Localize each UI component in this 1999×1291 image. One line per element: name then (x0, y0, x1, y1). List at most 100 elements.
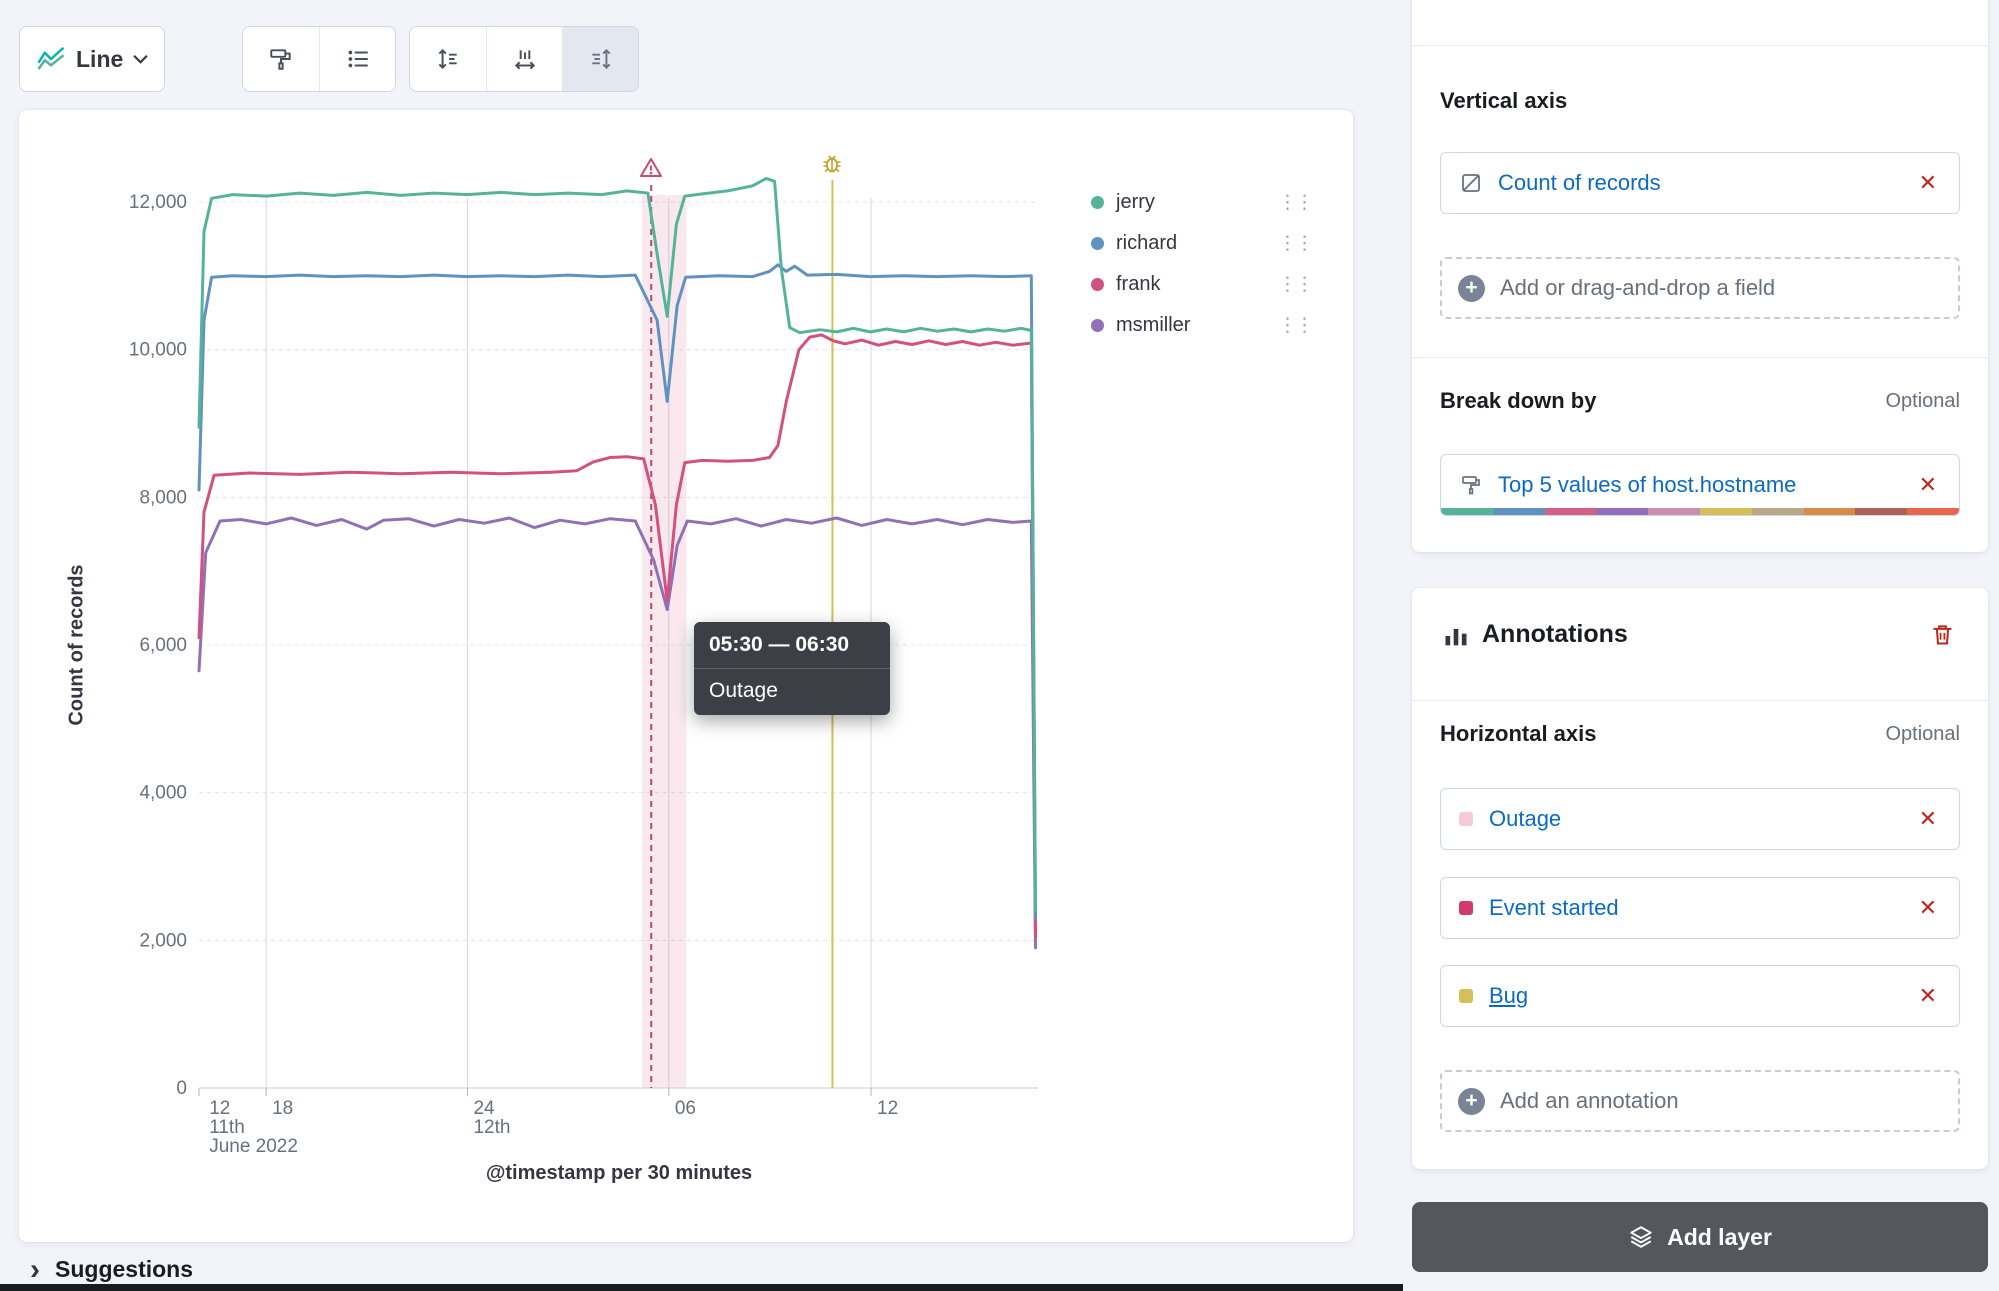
legend-series-dot (1091, 196, 1104, 209)
annotation-row-event-started[interactable]: Event started ✕ (1440, 877, 1960, 939)
palette-color-segment (1441, 508, 1493, 515)
right-axis-button[interactable] (562, 27, 638, 91)
svg-text:8,000: 8,000 (139, 487, 187, 508)
palette-color-segment (1907, 508, 1959, 515)
dimension-breakdown[interactable]: Top 5 values of host.hostname ✕ (1440, 454, 1960, 516)
bottom-axis-button[interactable] (486, 27, 562, 91)
bottom-bar (0, 1284, 1403, 1291)
chart-type-group: Line (19, 26, 166, 92)
annotation-label: Event started (1489, 895, 1619, 920)
chart-panel: 0 2,000 4,000 6,000 8,000 10,000 12,000 12 11th J… (19, 110, 1353, 1242)
y-axis-title: Count of records (65, 564, 88, 726)
annotation-swatch (1459, 989, 1473, 1003)
svg-text:12: 12 (877, 1098, 898, 1119)
legend-series-dot (1091, 237, 1104, 250)
svg-text:11th: 11th (209, 1117, 245, 1138)
section-divider (1412, 700, 1988, 701)
annotation-row-outage[interactable]: Outage ✕ (1440, 788, 1960, 850)
vertical-axis-heading: Vertical axis (1440, 88, 1568, 113)
add-layer-button[interactable]: Add layer (1412, 1202, 1988, 1272)
section-divider (1412, 45, 1988, 46)
svg-text:6,000: 6,000 (139, 635, 187, 656)
remove-dimension-button[interactable]: ✕ (1915, 170, 1941, 196)
palette-color-segment (1492, 508, 1545, 515)
dimension-label: Top 5 values of host.hostname (1498, 472, 1797, 497)
chart-type-label: Line (76, 45, 124, 72)
left-axis-icon (438, 48, 457, 70)
legend-series-dot (1091, 278, 1104, 291)
annotations-panel: Annotations Horizontal axis Optional Out… (1412, 588, 1988, 1169)
dimension-count-of-records[interactable]: Count of records ✕ (1440, 152, 1960, 214)
legend-item[interactable]: msmiller ⋮⋮ (1091, 305, 1316, 346)
svg-text:24: 24 (473, 1098, 495, 1119)
bug-icon (820, 152, 844, 176)
annotation-swatch (1459, 812, 1473, 826)
svg-text:4,000: 4,000 (139, 783, 187, 804)
add-field-dropzone[interactable]: + Add or drag-and-drop a field (1440, 257, 1960, 319)
plus-icon: + (1458, 1087, 1485, 1115)
remove-annotation-button[interactable]: ✕ (1915, 895, 1941, 921)
annotation-swatch (1459, 901, 1473, 915)
palette-color-segment (1544, 508, 1597, 515)
tooltip-label: Outage (709, 679, 778, 702)
right-axis-icon (591, 48, 610, 70)
annotation-label: Bug (1489, 983, 1529, 1008)
bottom-axis-icon (514, 50, 535, 70)
svg-text:0: 0 (176, 1078, 187, 1099)
legend-item[interactable]: richard ⋮⋮ (1091, 223, 1316, 264)
trash-icon (1933, 625, 1952, 645)
palette-color-segment (1596, 508, 1649, 515)
suggestions-accordion[interactable]: › Suggestions (30, 1252, 194, 1286)
legend-actions-icon[interactable]: ⋮⋮ (1278, 192, 1314, 213)
visual-options-button[interactable] (243, 27, 319, 91)
annotation-row-bug[interactable]: Bug ✕ (1440, 965, 1960, 1027)
svg-text:18: 18 (272, 1098, 293, 1119)
add-annotation-button[interactable]: + Add an annotation (1440, 1070, 1960, 1132)
remove-annotation-button[interactable]: ✕ (1915, 806, 1941, 832)
palette-color-segment (1803, 508, 1856, 515)
remove-dimension-button[interactable]: ✕ (1915, 472, 1941, 498)
legend-series-label: msmiller (1116, 314, 1191, 336)
legend-actions-icon[interactable]: ⋮⋮ (1278, 233, 1314, 254)
add-field-hint: Add or drag-and-drop a field (1500, 275, 1776, 300)
horizontal-axis-optional-label: Optional (1885, 723, 1961, 745)
left-axis-button[interactable] (410, 27, 486, 91)
remove-annotation-button[interactable]: ✕ (1915, 983, 1941, 1009)
legend-item[interactable]: frank ⋮⋮ (1091, 264, 1316, 305)
horizontal-axis-heading: Horizontal axis (1440, 721, 1597, 746)
legend-item[interactable]: jerry ⋮⋮ (1091, 182, 1316, 223)
legend-series-label: frank (1116, 273, 1161, 295)
section-divider (1412, 357, 1988, 358)
plus-icon: + (1458, 274, 1485, 302)
legend-series-label: richard (1116, 232, 1178, 254)
layers-icon (1630, 1226, 1652, 1248)
function-icon (1462, 174, 1480, 192)
add-annotation-hint: Add an annotation (1500, 1088, 1679, 1113)
svg-text:2,000: 2,000 (139, 930, 187, 951)
svg-text:12th: 12th (473, 1117, 510, 1138)
annotations-title: Annotations (1482, 620, 1628, 648)
svg-text:12,000: 12,000 (129, 192, 187, 213)
legend-series-dot (1091, 319, 1104, 332)
tooltip-time-range: 05:30 — 06:30 (694, 622, 890, 669)
chevron-right-icon: › (30, 1252, 40, 1286)
annotation-label: Outage (1489, 806, 1562, 831)
dimension-label: Count of records (1498, 170, 1661, 195)
legend-actions-icon[interactable]: ⋮⋮ (1278, 315, 1314, 336)
annotation-tooltip: 05:30 — 06:30 Outage (694, 622, 890, 715)
paint-roller-icon (270, 49, 291, 70)
add-layer-label: Add layer (1667, 1223, 1772, 1250)
chart-type-selector[interactable]: Line (20, 27, 165, 91)
field-icon (1462, 476, 1480, 495)
legend-list-icon (348, 50, 368, 68)
axis-settings-group (409, 26, 639, 92)
svg-text:June 2022: June 2022 (209, 1136, 298, 1157)
delete-layer-button[interactable] (1923, 620, 1962, 649)
palette-color-segment (1751, 508, 1804, 515)
layer-config-panel: Vertical axis Count of records ✕ + Add o… (1412, 0, 1988, 552)
palette-strip (1441, 508, 1959, 515)
svg-text:12: 12 (209, 1098, 230, 1119)
legend-settings-button[interactable] (319, 27, 395, 91)
suggestions-label: Suggestions (55, 1256, 194, 1282)
legend-actions-icon[interactable]: ⋮⋮ (1278, 274, 1314, 295)
